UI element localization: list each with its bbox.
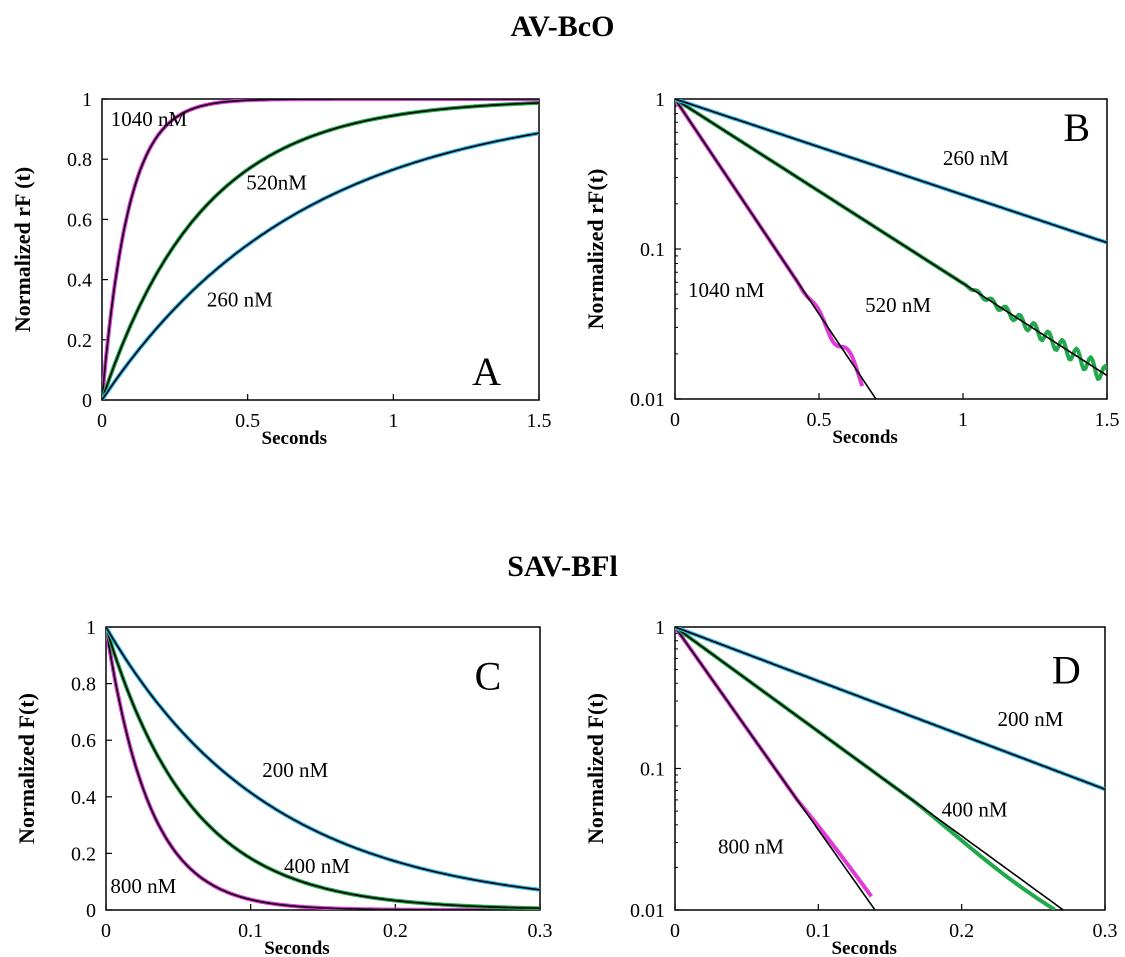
y-tick-label: 0.6 [71, 730, 96, 752]
x-tick-label: 0.3 [528, 920, 553, 942]
x-tick-label: 0.2 [949, 920, 974, 942]
panel-letter: C [475, 653, 502, 698]
series-fit-line [675, 99, 1107, 244]
x-tick-label: 0 [670, 409, 680, 431]
x-tick-label: 0.5 [807, 409, 832, 431]
series-fit-line [102, 99, 539, 400]
x-tick-label: 0.5 [235, 410, 260, 432]
y-tick-label: 1 [655, 617, 665, 639]
panel-letter: D [1052, 648, 1081, 693]
panel-D: 0 0.1 0.2 0.3 0.01 0.1 1 Seconds Normalized F(t)… [583, 617, 1118, 957]
series-label: 520 nM [865, 293, 931, 317]
panel-letter: B [1063, 105, 1090, 150]
x-tick-label: 1.5 [1095, 409, 1120, 431]
x-tick-label: 0 [101, 920, 111, 942]
x-tick-label: 0.2 [383, 920, 408, 942]
y-tick-label: 0 [86, 900, 96, 922]
x-tick-label: 0 [670, 920, 680, 942]
series-label: 1040 nM [688, 278, 765, 302]
panel-B: 0 0.5 1 1.5 0.01 0.1 1 Seconds Normalized rF(t) 1… [583, 89, 1120, 448]
series-fit-line [106, 627, 540, 910]
series-fit-line [675, 99, 1107, 377]
series-label: 800 nM [110, 874, 176, 898]
series-fit-line [102, 132, 539, 400]
x-tick-label: 1 [958, 409, 968, 431]
y-tick-label: 0.2 [71, 843, 96, 865]
series-fit-line [675, 627, 1105, 790]
panel-A: 0 0.5 1 1.5 0 0.2 0.4 0.6 0.8 1 Seconds Normalized … [10, 89, 552, 449]
series-label: 400 nM [942, 798, 1008, 822]
series-label: 260 nM [943, 146, 1009, 170]
series-fit-line [106, 627, 540, 891]
y-tick-label: 1 [655, 89, 665, 111]
x-tick-label: 0.1 [238, 920, 263, 942]
panel-letter: A [472, 349, 501, 394]
y-tick-label: 0.1 [640, 759, 665, 781]
series-fit-line [675, 627, 1065, 910]
x-axis-label: Seconds [264, 938, 329, 957]
y-axis-label: Normalized F(t) [583, 693, 608, 844]
y-tick-label: 0.8 [71, 674, 96, 696]
x-axis-label: Seconds [262, 428, 327, 449]
series-label: 800 nM [718, 834, 784, 858]
x-axis-label: Seconds [832, 427, 897, 448]
x-axis-label: Seconds [831, 938, 896, 957]
y-tick-label: 0.01 [630, 389, 665, 411]
x-tick-label: 0.1 [806, 920, 831, 942]
y-tick-label: 1 [86, 617, 96, 639]
y-tick-label: 0.6 [67, 209, 92, 231]
series-label: 1040 nM [111, 107, 188, 131]
y-tick-label: 1 [82, 89, 92, 111]
x-tick-label: 1 [388, 410, 398, 432]
y-tick-label: 0.8 [67, 149, 92, 171]
series-fit-line [102, 102, 539, 400]
series-label: 400 nM [284, 854, 350, 878]
y-tick-label: 0.2 [67, 330, 92, 352]
y-tick-label: 0.4 [67, 270, 92, 292]
y-tick-label: 0.1 [640, 239, 665, 261]
x-tick-label: 0 [97, 410, 107, 432]
series-label: 200 nM [998, 707, 1064, 731]
figure-title-bottom: SAV-BFl [507, 550, 618, 583]
y-tick-label: 0.01 [630, 900, 665, 922]
series-fit-line [675, 627, 877, 910]
series-label: 200 nM [262, 758, 328, 782]
x-tick-label: 0.3 [1093, 920, 1118, 942]
series-fit-line [675, 99, 877, 399]
x-tick-label: 1.5 [527, 410, 552, 432]
panel-C: 0 0.1 0.2 0.3 0 0.2 0.4 0.6 0.8 1 Seconds Normalize… [14, 617, 553, 957]
plot-frame [674, 98, 1108, 400]
series-fit-line [106, 627, 540, 910]
y-tick-label: 0.4 [71, 787, 96, 809]
series-label: 260 nM [207, 288, 273, 312]
y-tick-label: 0 [82, 390, 92, 412]
y-axis-label: Normalized rF (t) [10, 167, 35, 332]
y-axis-label: Normalized F(t) [14, 693, 39, 844]
series-label: 520nM [246, 170, 307, 194]
y-axis-label: Normalized rF(t) [583, 169, 608, 330]
plot-frame [674, 626, 1106, 911]
figure-title-top: AV-BcO [510, 10, 615, 43]
